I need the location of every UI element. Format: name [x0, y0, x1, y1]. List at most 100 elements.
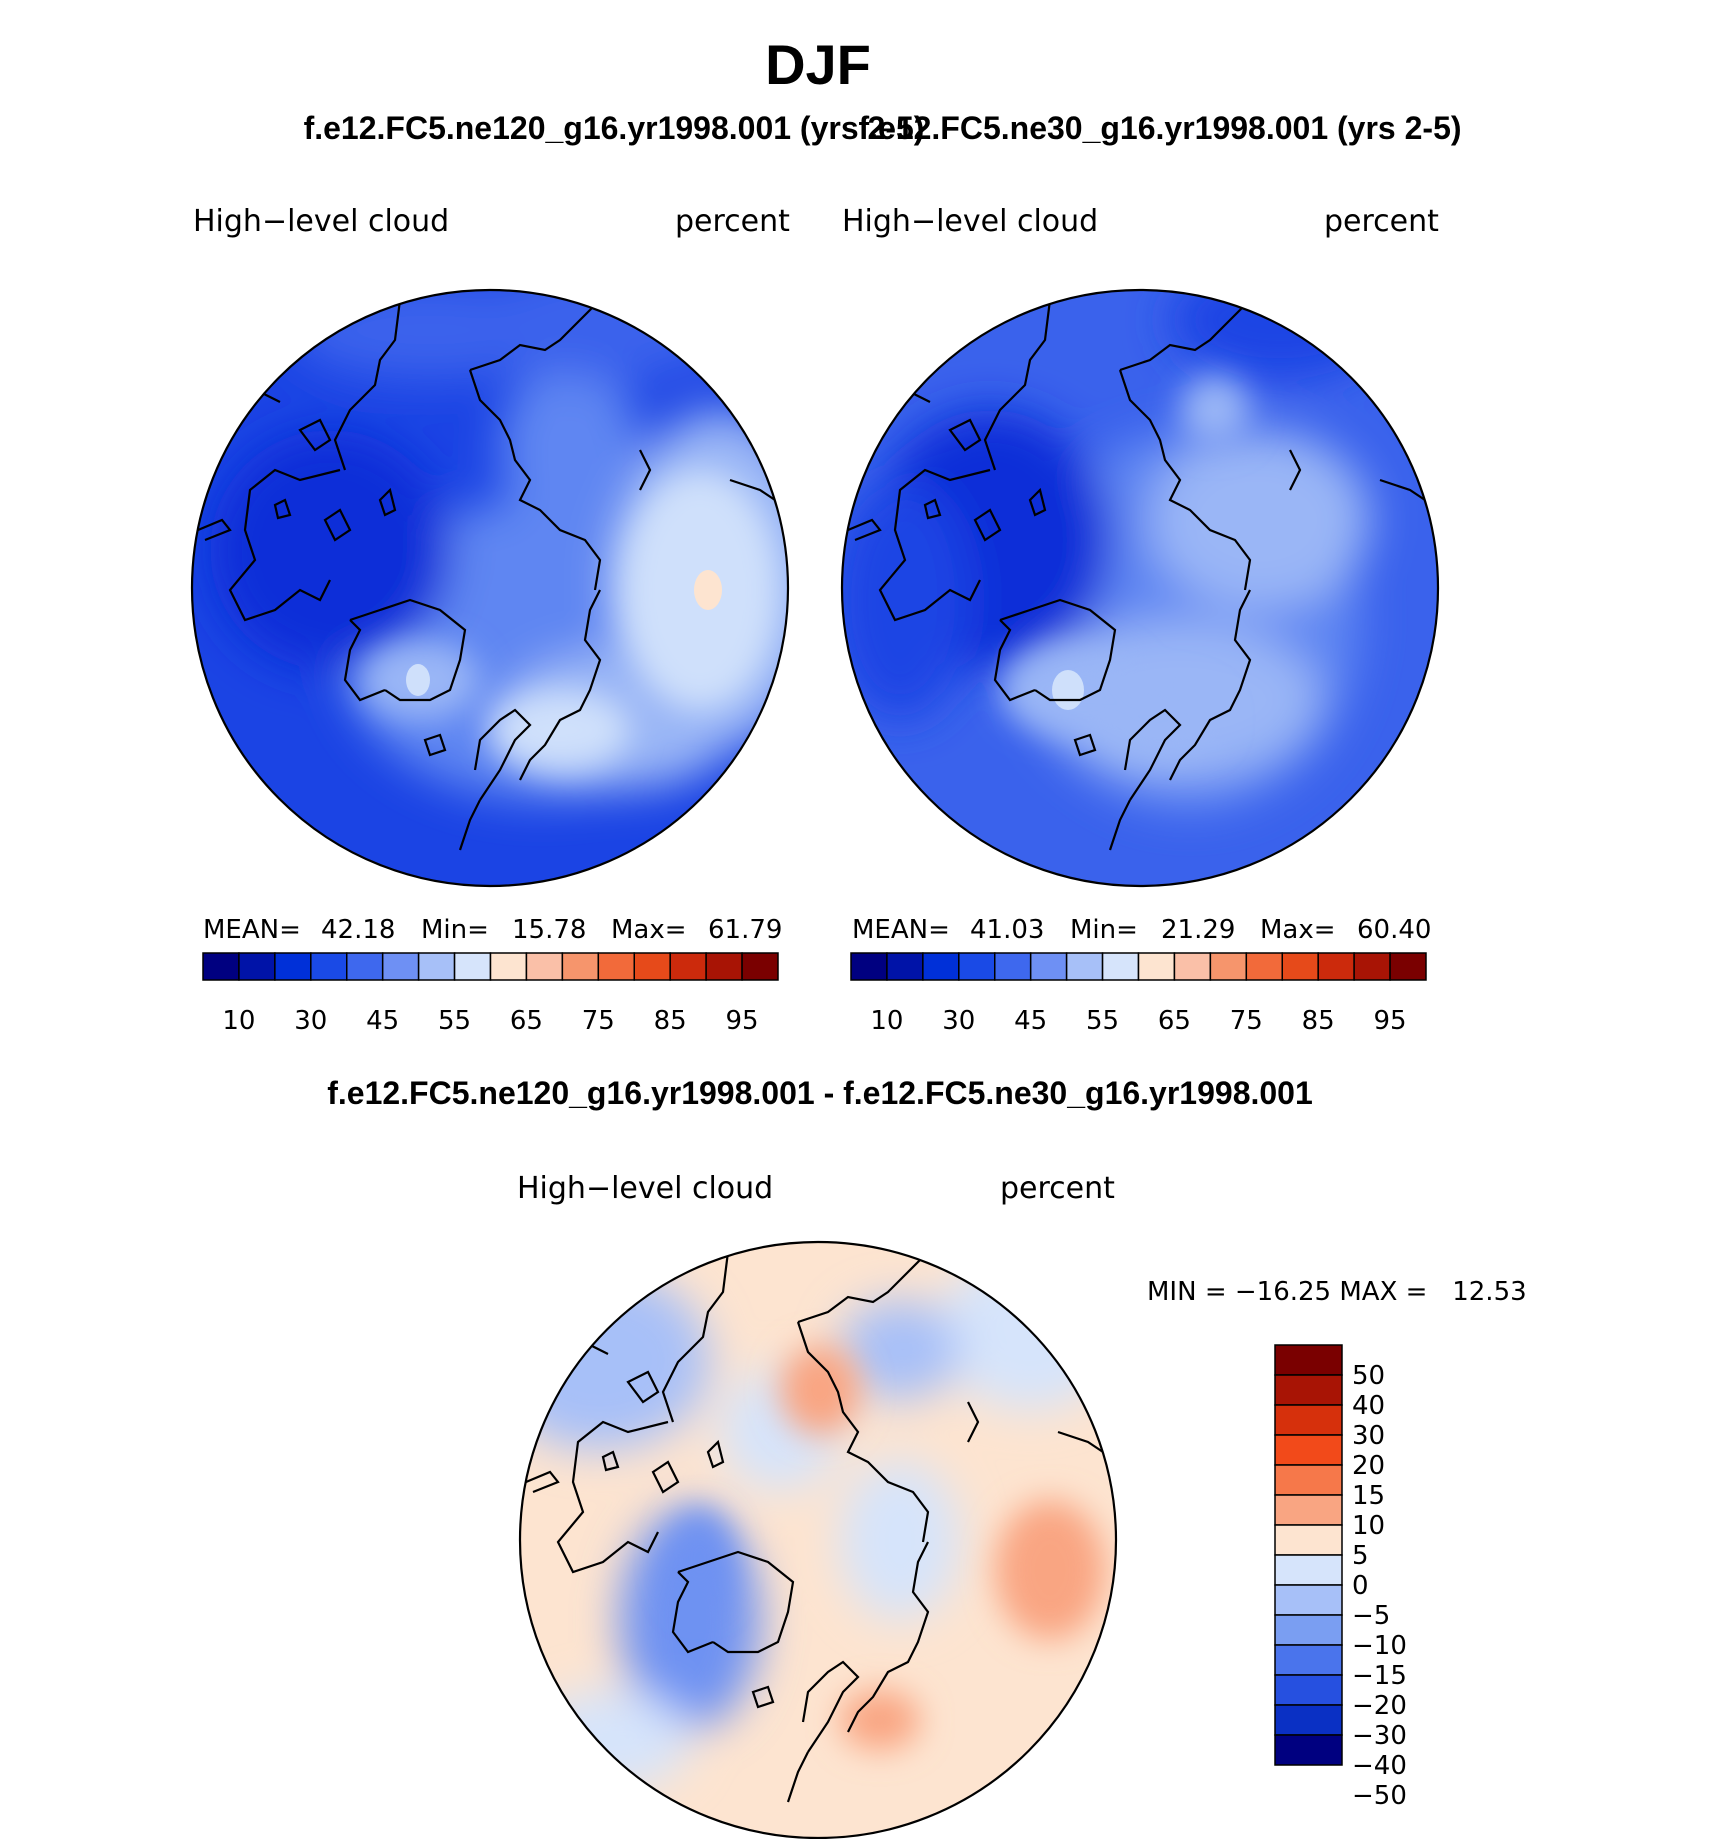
colorbar-swatch	[1274, 1434, 1343, 1466]
stats-ne120: MEAN= 42.18 Min= 15.78 Max= 61.79	[203, 915, 782, 945]
stat-max-label: Max=	[1260, 915, 1336, 945]
colorbar-swatch	[1245, 952, 1283, 981]
colorbar-swatch	[958, 952, 996, 981]
colorbar-swatch	[1274, 1344, 1343, 1376]
map-ne120	[190, 288, 790, 888]
panel-variable-ne30: High−level cloud	[842, 204, 1098, 239]
colorbar-swatch	[886, 952, 924, 981]
colorbar-swatch	[1274, 1584, 1343, 1616]
colorbar-swatch	[1353, 952, 1391, 981]
colorbar-swatch	[994, 952, 1032, 981]
stat-mean-label: MEAN=	[852, 915, 950, 945]
colorbar-swatch	[1065, 952, 1104, 981]
colorbar-tick-label: 20	[1352, 1451, 1385, 1481]
colorbar-swatch	[1389, 952, 1427, 981]
colorbar-tick-label: 30	[1352, 1421, 1385, 1451]
coastlines	[525, 1251, 1104, 1803]
panel-units-ne30: percent	[1324, 204, 1439, 239]
colorbar-tick-label: −40	[1352, 1751, 1407, 1781]
colorbar-tick-label: 10	[222, 1006, 255, 1036]
stat-max-value: 61.79	[708, 915, 782, 945]
map-ne30	[840, 288, 1440, 888]
colorbar-swatch	[1173, 952, 1212, 981]
colorbar-swatch	[202, 952, 240, 981]
colorbar-swatch	[525, 952, 564, 981]
colorbar-swatch	[1209, 952, 1248, 981]
case-title-ne120: f.e12.FC5.ne120_g16.yr1998.001 (yrs 2-5)	[304, 110, 925, 146]
colorbar-swatch	[1274, 1464, 1343, 1496]
colorbar-swatch	[669, 952, 707, 981]
colorbar-ne120: 10 30 45 55 65 75 85 95	[202, 952, 779, 1036]
case-title-ne30: f.e12.FC5.ne30_g16.yr1998.001 (yrs 2-5)	[858, 110, 1461, 146]
stat-min-label: Min=	[1070, 915, 1138, 945]
colorbar-swatch	[1274, 1554, 1343, 1586]
colorbar-tick-label: −50	[1352, 1781, 1407, 1811]
stat-diff-minmax: MIN = −16.25 MAX = 12.53	[1147, 1277, 1527, 1307]
colorbar-tick-label: 10	[1352, 1511, 1385, 1541]
colorbar-swatch	[1274, 1404, 1343, 1436]
colorbar-swatch	[238, 952, 276, 981]
colorbar-tick-label: 55	[1086, 1006, 1119, 1036]
colorbar-swatch	[346, 952, 384, 981]
colorbar-tick-label: 45	[366, 1006, 399, 1036]
colorbar-tick-label: 75	[582, 1006, 615, 1036]
stat-min-value: 21.29	[1161, 915, 1235, 945]
colorbar-swatch	[1137, 952, 1176, 981]
colorbar-tick-label: 95	[1374, 1006, 1407, 1036]
colorbar-swatch	[705, 952, 743, 981]
stat-min-value: 15.78	[512, 915, 586, 945]
colorbar-swatch	[1317, 952, 1355, 981]
colorbar-tick-label: −10	[1352, 1631, 1407, 1661]
colorbar-tick-label: 30	[294, 1006, 327, 1036]
colorbar-tick-label: 65	[510, 1006, 543, 1036]
colorbar-swatch	[1274, 1374, 1343, 1406]
colorbar-swatch	[310, 952, 348, 981]
panel-variable-diff: High−level cloud	[517, 1171, 773, 1206]
colorbar-tick-label: 65	[1158, 1006, 1191, 1036]
colorbar-tick-label: 0	[1352, 1571, 1369, 1601]
stat-min-label: Min=	[421, 915, 489, 945]
high-value-patch	[694, 570, 722, 610]
colorbar-swatch	[1274, 1644, 1343, 1676]
colorbar-swatch	[417, 952, 456, 981]
colorbar-tick-label: 5	[1352, 1541, 1369, 1571]
colorbar-swatch	[1274, 1704, 1343, 1736]
stats-ne30: MEAN= 41.03 Min= 21.29 Max= 60.40	[852, 915, 1431, 945]
colorbar-tick-label: −15	[1352, 1661, 1407, 1691]
panel-variable-ne120: High−level cloud	[193, 204, 449, 239]
colorbar-swatch	[453, 952, 492, 981]
season-title: DJF	[765, 33, 871, 96]
colorbar-tick-label: 45	[1014, 1006, 1047, 1036]
colorbar-swatch	[1274, 1614, 1343, 1646]
colorbar-swatch	[381, 952, 420, 981]
colorbar-tick-label: −5	[1352, 1601, 1390, 1631]
diff-title: f.e12.FC5.ne120_g16.yr1998.001 - f.e12.F…	[327, 1075, 1313, 1111]
colorbar-tick-label: 40	[1352, 1391, 1385, 1421]
colorbar-tick-label: 50	[1352, 1361, 1385, 1391]
colorbar-tick-label: 15	[1352, 1481, 1385, 1511]
colorbar-swatch	[1274, 1494, 1343, 1526]
colorbar-swatch	[850, 952, 888, 981]
stat-max-value: 60.40	[1357, 915, 1431, 945]
colorbar-swatch	[489, 952, 528, 981]
stat-max-label: Max=	[611, 915, 687, 945]
coastlines	[197, 299, 776, 851]
stat-mean-value: 42.18	[321, 915, 395, 945]
colorbar-swatch	[1281, 952, 1319, 981]
colorbar-tick-label: −20	[1352, 1691, 1407, 1721]
colorbar-tick-label: −30	[1352, 1721, 1407, 1751]
colorbar-swatch	[597, 952, 635, 981]
stat-mean-value: 41.03	[970, 915, 1044, 945]
colorbar-swatch	[1274, 1524, 1343, 1556]
colorbar-swatch	[274, 952, 312, 981]
colorbar-tick-label: 30	[942, 1006, 975, 1036]
colorbar-tick-label: 85	[654, 1006, 687, 1036]
colorbar-swatch	[1274, 1734, 1343, 1766]
panel-units-diff: percent	[1000, 1171, 1115, 1206]
colorbar-tick-label: 95	[726, 1006, 759, 1036]
map-diff	[518, 1240, 1118, 1839]
colorbar-swatch	[741, 952, 779, 981]
colorbar-swatch	[1029, 952, 1068, 981]
